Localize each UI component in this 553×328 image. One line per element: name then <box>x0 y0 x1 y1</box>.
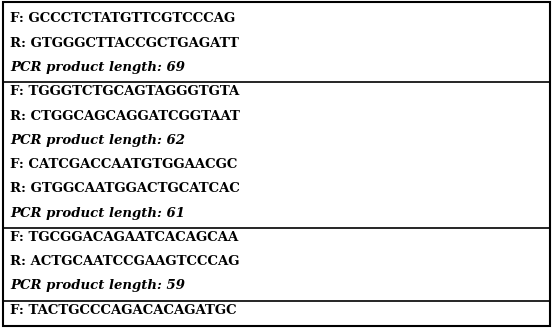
Text: PCR product length: 61: PCR product length: 61 <box>10 207 185 220</box>
Text: R: ACTGCAATCCGAAGTCCCAG: R: ACTGCAATCCGAAGTCCCAG <box>10 255 239 268</box>
Text: R: GTGGCAATGGACTGCATCAC: R: GTGGCAATGGACTGCATCAC <box>10 182 240 195</box>
Text: PCR product length: 69: PCR product length: 69 <box>10 61 185 74</box>
Text: F: CATCGACCAATGTGGAACGC: F: CATCGACCAATGTGGAACGC <box>10 158 237 171</box>
Text: F: GCCCTCTATGTTCGTCCCAG: F: GCCCTCTATGTTCGTCCCAG <box>10 12 235 26</box>
Text: PCR product length: 62: PCR product length: 62 <box>10 134 185 147</box>
Text: F: TGGGTCTGCAGTAGGGTGTA: F: TGGGTCTGCAGTAGGGTGTA <box>10 85 239 98</box>
Text: F: TGCGGACAGAATCACAGCAA: F: TGCGGACAGAATCACAGCAA <box>10 231 238 244</box>
Text: PCR product length: 59: PCR product length: 59 <box>10 279 185 293</box>
Text: F: TACTGCCCAGACACAGATGC: F: TACTGCCCAGACACAGATGC <box>10 304 237 317</box>
Text: R: CTGGCAGCAGGATCGGTAAT: R: CTGGCAGCAGGATCGGTAAT <box>10 110 240 123</box>
Text: R: GTGGGCTTACCGCTGAGATT: R: GTGGGCTTACCGCTGAGATT <box>10 37 239 50</box>
